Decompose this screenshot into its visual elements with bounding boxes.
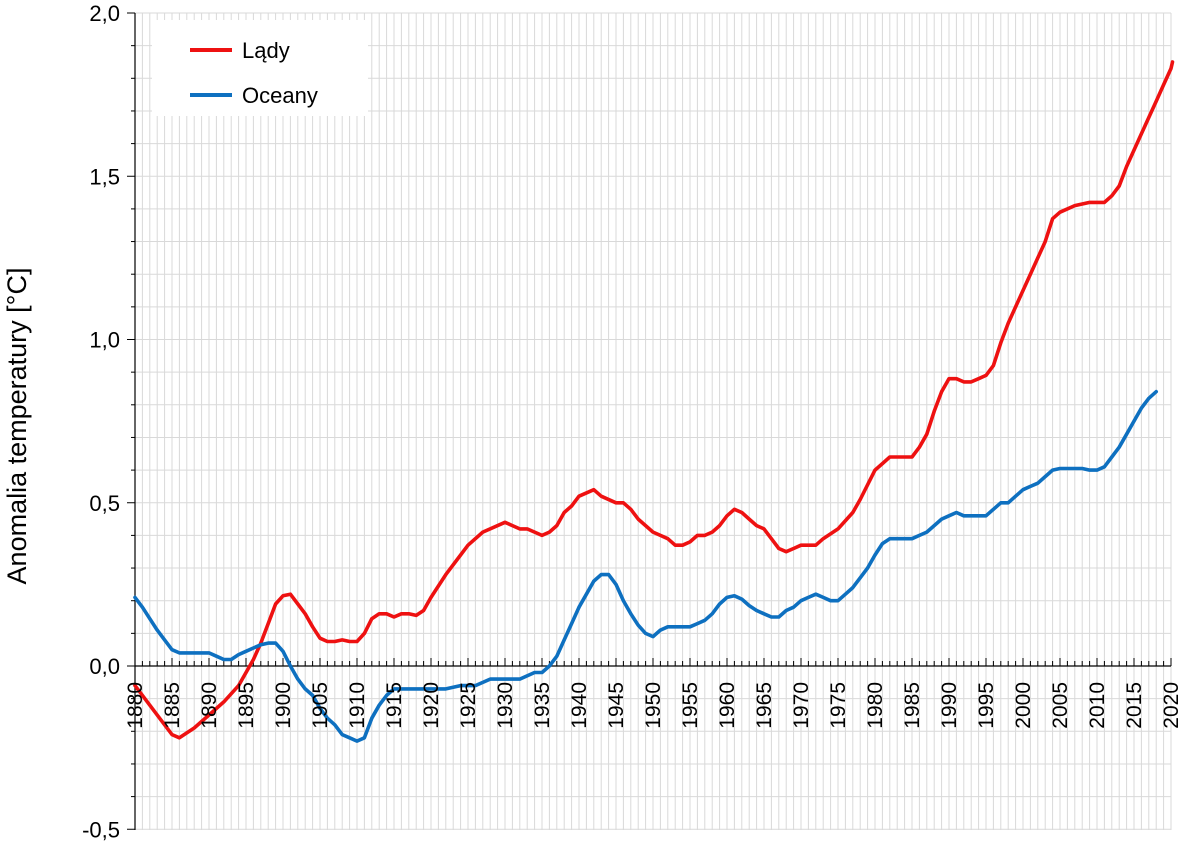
x-tick-label: 2020 bbox=[1160, 682, 1183, 729]
x-tick-label: 2015 bbox=[1123, 682, 1146, 729]
x-tick-label: 1970 bbox=[790, 682, 813, 729]
grid-lines bbox=[134, 12, 1172, 830]
y-tick-label: 2,0 bbox=[89, 1, 120, 26]
x-tick-label: 1985 bbox=[901, 682, 924, 729]
y-axis-title: Anomalia temperatury [°C] bbox=[2, 268, 32, 585]
x-tick-label: 2010 bbox=[1086, 682, 1109, 729]
x-tick-label: 1890 bbox=[198, 682, 221, 729]
x-tick-label: 1920 bbox=[420, 682, 443, 729]
x-tick-label: 1925 bbox=[457, 682, 480, 729]
legend: Lądy Oceany bbox=[152, 20, 368, 116]
x-tick-label: 1895 bbox=[235, 682, 258, 729]
x-tick-label: 1950 bbox=[642, 682, 665, 729]
y-tick-labels: 2,0 1,5 1,0 0,5 0,0 -0,5 bbox=[82, 1, 120, 842]
legend-box bbox=[152, 20, 368, 116]
y-tick-label: 1,5 bbox=[89, 164, 120, 189]
x-tick-labels: 1880 1885 1890 1895 1900 1905 1910 1915 1920 1925… bbox=[124, 682, 1183, 729]
series-lines bbox=[133, 60, 1175, 743]
x-tick-label: 1975 bbox=[827, 682, 850, 729]
series-line-lady bbox=[133, 60, 1175, 740]
x-tick-label: 1910 bbox=[346, 682, 369, 729]
y-tick-label: 1,0 bbox=[89, 328, 120, 353]
x-tick-label: 1885 bbox=[161, 682, 184, 729]
x-tick-label: 2000 bbox=[1012, 682, 1035, 729]
x-tick-label: 1955 bbox=[679, 682, 702, 729]
y-tick-label: 0,0 bbox=[89, 654, 120, 679]
x-tick-label: 1915 bbox=[383, 682, 406, 729]
x-tick-label: 2005 bbox=[1049, 682, 1072, 729]
axes bbox=[127, 12, 1172, 830]
x-tick-label: 1880 bbox=[124, 682, 147, 729]
x-tick-label: 1935 bbox=[531, 682, 554, 729]
x-tick-label: 1995 bbox=[975, 682, 998, 729]
legend-label-oceany: Oceany bbox=[242, 83, 318, 108]
x-tick-label: 1900 bbox=[272, 682, 295, 729]
x-tick-label: 1990 bbox=[938, 682, 961, 729]
x-tick-label: 1945 bbox=[605, 682, 628, 729]
x-tick-label: 1905 bbox=[309, 682, 332, 729]
x-tick-label: 1980 bbox=[864, 682, 887, 729]
legend-label-lady: Lądy bbox=[242, 38, 290, 63]
x-tick-label: 1960 bbox=[716, 682, 739, 729]
x-tick-label: 1965 bbox=[753, 682, 776, 729]
x-tick-label: 1940 bbox=[568, 682, 591, 729]
y-tick-label: -0,5 bbox=[82, 817, 120, 842]
series-line-oceany bbox=[133, 389, 1158, 743]
y-tick-label: 0,5 bbox=[89, 491, 120, 516]
x-tick-label: 1930 bbox=[494, 682, 517, 729]
